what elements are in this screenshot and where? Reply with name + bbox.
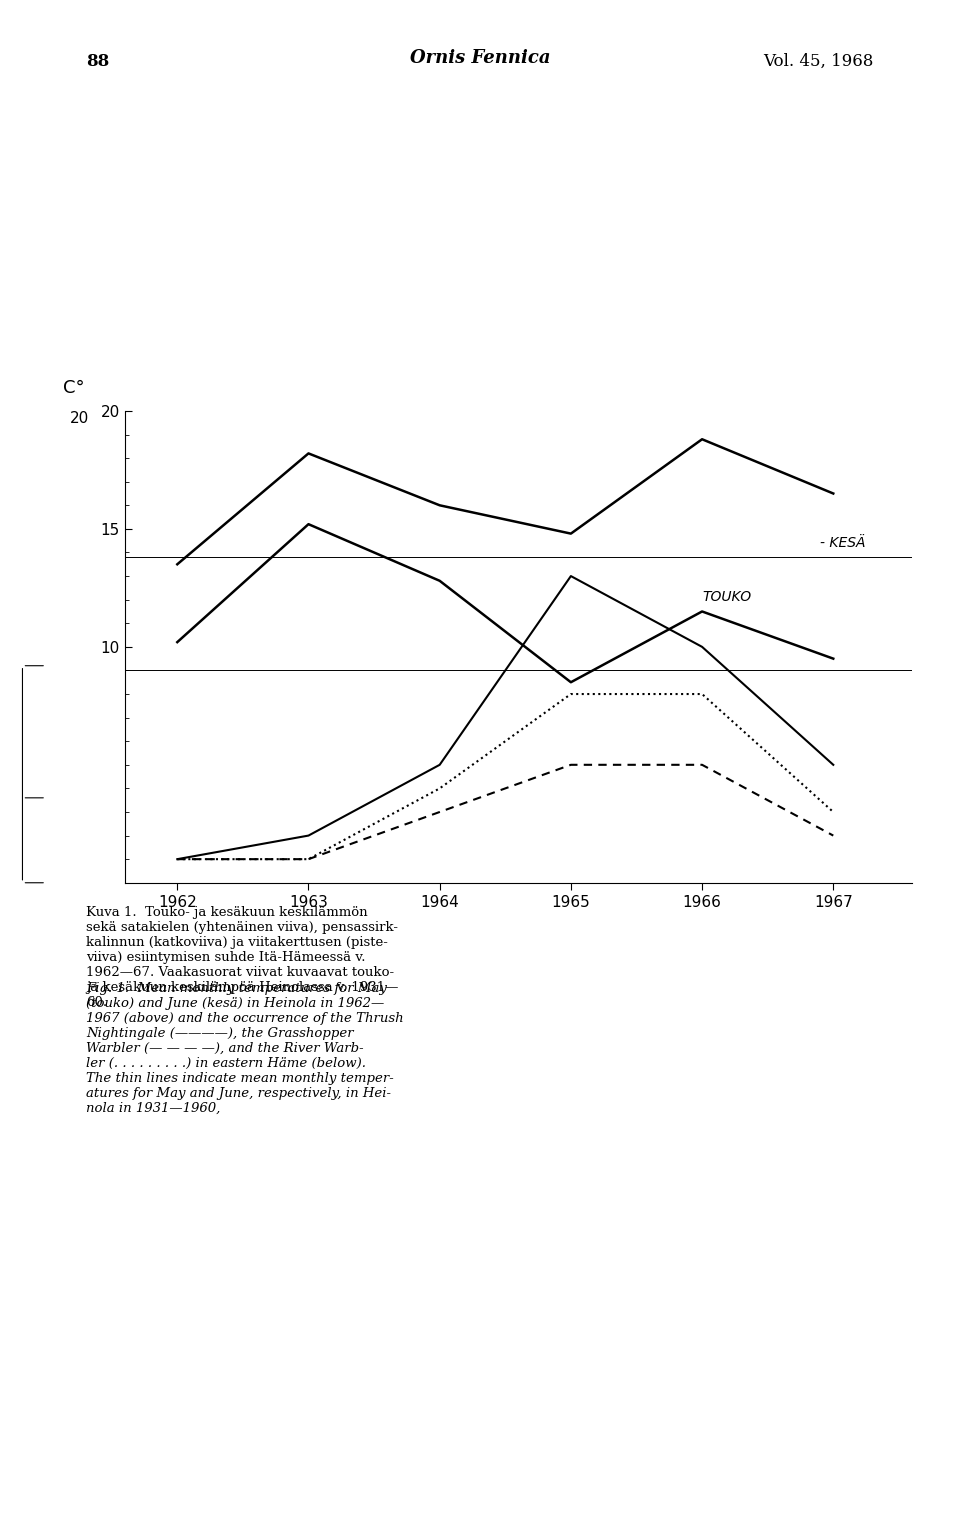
Text: 88: 88 [86,53,109,70]
Text: Fig. 1.  Mean monthly temperatures for May
(touko) and June (kesä) in Heinola in: Fig. 1. Mean monthly temperatures for Ma… [86,982,404,1114]
Text: Kuva 1.  Touko- ja kesäkuun keskilämmön
sekä satakielen (yhtenäinen viiva), pens: Kuva 1. Touko- ja kesäkuun keskilämmön s… [86,906,398,1009]
Text: Vol. 45, 1968: Vol. 45, 1968 [763,53,874,70]
Text: TOUKO: TOUKO [702,591,752,604]
Text: C°: C° [62,379,84,397]
Text: - KESÄ: - KESÄ [820,536,866,549]
Text: 20: 20 [70,411,89,426]
Text: Ornis Fennica: Ornis Fennica [410,49,550,67]
